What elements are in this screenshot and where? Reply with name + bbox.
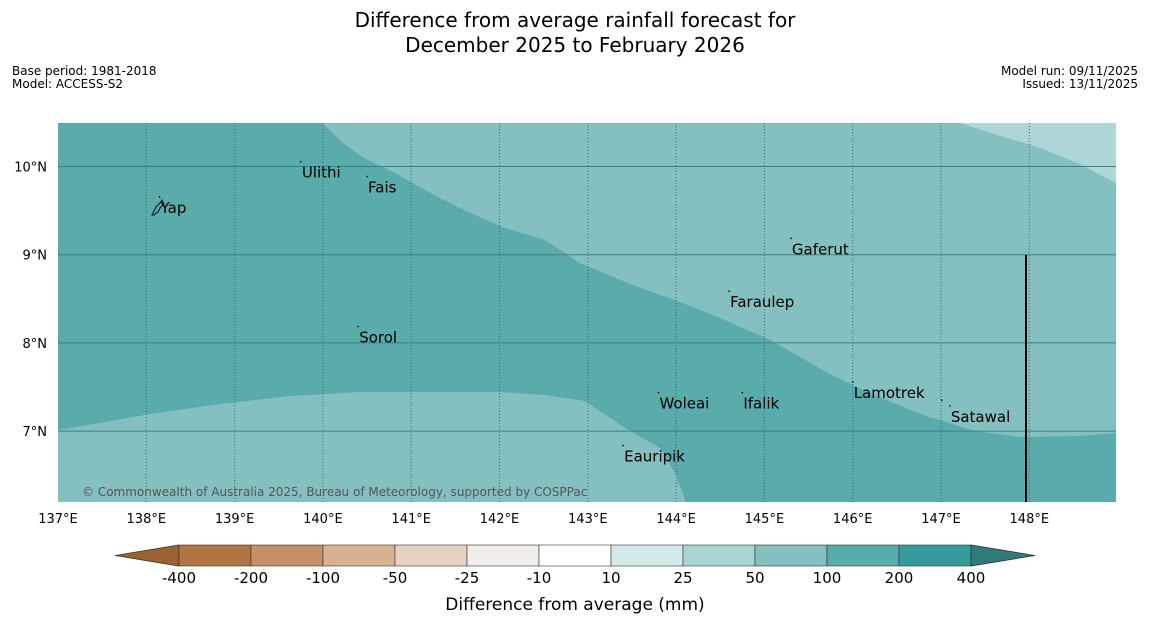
colorbar-tick-label: 50 — [745, 569, 764, 587]
place-marker — [158, 196, 161, 198]
lon-tick-label: 145°E — [745, 512, 785, 527]
lon-tick-label: 146°E — [833, 512, 873, 527]
lat-tick-label: 10°N — [14, 161, 47, 176]
place-label-sorol: Sorol — [359, 328, 397, 346]
lon-tick-label: 148°E — [1010, 512, 1050, 527]
colorbar-segment — [178, 544, 252, 567]
colorbar: -400 -200 -100 -50 -25 -10 10 25 50 100 200 400 — [114, 544, 1036, 587]
issued-date: Issued: 13/11/2025 — [1022, 77, 1138, 91]
lon-tick-label: 140°E — [303, 512, 343, 527]
place-label-yap: Yap — [160, 199, 187, 217]
place-labels: Yap Ulithi Fais Gaferut Faraulep Sorol Lamotre… — [158, 160, 1010, 466]
colorbar-label: Difference from average (mm) — [445, 595, 704, 615]
zone-10-to-25-ne — [960, 123, 1116, 183]
place-label-eauripik: Eauripik — [624, 448, 685, 466]
map-area: Yap Ulithi Fais Gaferut Faraulep Sorol Lamotre… — [58, 123, 1116, 502]
lon-tick-label: 144°E — [656, 512, 696, 527]
lat-tick-label: 9°N — [23, 249, 48, 264]
colorbar-extend-low — [114, 544, 180, 567]
lon-tick-label: 137°E — [38, 512, 78, 527]
lon-tick-label: 141°E — [391, 512, 431, 527]
zone-50-to-100-west — [58, 123, 1116, 502]
place-marker — [741, 391, 744, 394]
colorbar-segment — [250, 544, 324, 567]
lon-tick-label: 138°E — [127, 512, 167, 527]
colorbar-tick-label: -25 — [455, 569, 480, 587]
place-marker — [657, 391, 660, 394]
colorbar-segment — [394, 544, 468, 567]
copyright-text: © Commonwealth of Australia 2025, Bureau… — [82, 485, 587, 499]
place-marker — [851, 381, 854, 383]
graticule — [58, 123, 1116, 502]
islet-dot: . — [940, 390, 944, 404]
place-label-woleai: Woleai — [659, 395, 709, 413]
place-marker — [728, 290, 730, 293]
place-marker — [300, 160, 302, 163]
lon-tick-label: 142°E — [480, 512, 520, 527]
colorbar-tick-label: -50 — [383, 569, 408, 587]
base-period: Base period: 1981-2018 — [12, 64, 157, 78]
colorbar-tick-label: -100 — [306, 569, 340, 587]
lat-tick-label: 7°N — [23, 425, 48, 440]
colorbar-segment — [466, 544, 540, 567]
colorbar-tick-label: -10 — [527, 569, 552, 587]
colorbar-segment — [682, 544, 756, 567]
info-left: Base period: 1981-2018 Model: ACCESS-S2 — [12, 65, 157, 91]
model-run: Model run: 09/11/2025 — [1000, 64, 1138, 78]
colorbar-tick-label: 200 — [885, 569, 914, 587]
colorbar-tick-label: 100 — [813, 569, 842, 587]
place-marker — [366, 175, 368, 178]
place-label-satawal: Satawal — [951, 408, 1010, 426]
place-label-lamotrek: Lamotrek — [854, 384, 925, 402]
place-marker — [357, 325, 360, 328]
place-marker — [622, 444, 624, 447]
colorbar-tick-label: 10 — [601, 569, 620, 587]
colorbar-segment — [898, 544, 972, 567]
colorbar-segment — [826, 544, 900, 567]
colorbar-segment — [322, 544, 396, 567]
title-line-2: December 2025 to February 2026 — [405, 33, 745, 57]
colorbar-tick-label: -400 — [162, 569, 196, 587]
colorbar-segment — [610, 544, 684, 567]
colorbar-segment — [754, 544, 828, 567]
lon-tick-label: 147°E — [921, 512, 961, 527]
chart-title: Difference from average rainfall forecas… — [0, 8, 1150, 58]
place-marker — [790, 237, 792, 240]
lon-tick-label: 143°E — [568, 512, 608, 527]
axis-tick-labels: 137°E 138°E 139°E 140°E 141°E 142°E 143°E 144°E… — [14, 161, 1049, 528]
place-label-ulithi: Ulithi — [302, 164, 341, 182]
place-label-ifalik: Ifalik — [743, 395, 779, 413]
colorbar-extend-high — [970, 544, 1036, 567]
colorbar-tick-label: 400 — [957, 569, 986, 587]
title-line-1: Difference from average rainfall forecas… — [354, 8, 796, 32]
model-name: Model: ACCESS-S2 — [12, 77, 124, 91]
place-label-faraulep: Faraulep — [730, 293, 794, 311]
colorbar-segment — [538, 544, 612, 567]
lon-tick-label: 139°E — [215, 512, 255, 527]
info-right: Model run: 09/11/2025 Issued: 13/11/2025 — [1001, 65, 1138, 91]
colorbar-tick-label: -200 — [234, 569, 268, 587]
lat-tick-label: 8°N — [23, 337, 48, 352]
colorbar-tick-label: 25 — [673, 569, 692, 587]
yap-island-outline — [151, 198, 165, 216]
place-marker — [949, 405, 951, 407]
place-label-fais: Fais — [368, 179, 397, 197]
place-label-gaferut: Gaferut — [792, 240, 849, 258]
